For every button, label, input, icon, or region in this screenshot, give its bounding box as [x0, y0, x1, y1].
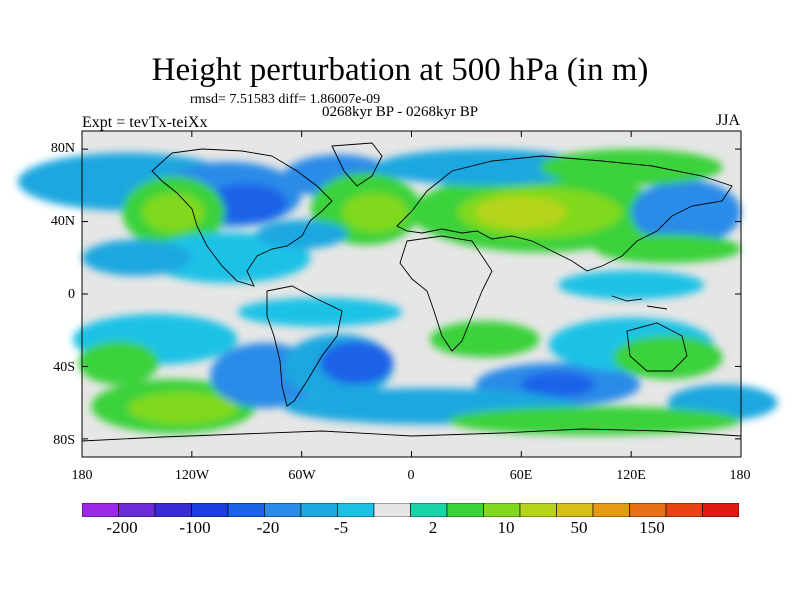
colorbar-swatch	[118, 503, 156, 517]
coast-australia	[626, 322, 688, 372]
contour-region	[142, 192, 205, 233]
colorbar-swatch	[446, 503, 484, 517]
colorbar-label: 2	[428, 518, 438, 537]
season-label: JJA	[716, 112, 741, 129]
colorbar-label: 50	[570, 518, 588, 537]
map-plot	[17, 130, 778, 458]
lon-label-60e: 60E	[509, 468, 533, 483]
contour-region	[374, 149, 595, 186]
colorbar-label: -5	[333, 518, 349, 537]
map-panel	[17, 130, 778, 458]
lon-label-180e: 180	[729, 468, 751, 483]
colorbar-label: 10	[497, 518, 515, 537]
colorbar-swatch	[373, 503, 411, 517]
colorbar-label: 150	[639, 518, 665, 537]
colorbar-swatch	[227, 503, 265, 517]
lat-label-40n: 40N	[50, 214, 75, 229]
contour-region	[78, 341, 159, 385]
colorbar-swatch	[82, 503, 119, 517]
subtitle: 0268kyr BP - 0268kyr BP	[322, 104, 479, 120]
contour-region	[557, 270, 705, 300]
contour-region	[612, 335, 723, 380]
coast-greenland	[331, 142, 383, 187]
colorbar-swatch	[592, 503, 630, 517]
contour-region	[319, 341, 394, 385]
lat-label-0: 0	[68, 287, 75, 302]
colorbar-label: -200	[106, 518, 138, 537]
contour-region	[448, 406, 741, 436]
axis-ticks	[81, 131, 742, 457]
coast-eurasia	[396, 155, 733, 272]
experiment-label: Expt = tevTx-teiXx	[82, 114, 208, 131]
contour-region	[146, 232, 311, 284]
lon-label-0: 0	[407, 468, 415, 483]
contour-region	[594, 234, 741, 264]
coast-south-america	[266, 285, 343, 407]
stats-text: rmsd= 7.51583 diff= 1.86007e-09	[190, 92, 381, 107]
colorbar-swatch	[154, 503, 192, 517]
lon-label-120e: 120E	[616, 468, 646, 483]
colorbar-swatch	[702, 503, 739, 517]
colorbar-swatch	[519, 503, 557, 517]
colorbar-swatch	[410, 503, 448, 517]
plot-title: Height perturbation at 500 hPa (in m)	[151, 52, 649, 88]
colorbar-swatch	[300, 503, 338, 517]
lon-label-180w: 180	[71, 468, 93, 483]
contour-region	[539, 149, 723, 186]
colorbar-swatch	[337, 503, 375, 517]
contour-region	[206, 183, 288, 224]
contour-region	[429, 321, 540, 358]
coast-north-america	[151, 148, 333, 287]
lat-label-80s: 80S	[53, 433, 75, 448]
contour-region	[475, 196, 568, 229]
contour-region	[255, 219, 348, 249]
colorbar-swatch	[556, 503, 594, 517]
lon-label-120w: 120W	[174, 468, 210, 483]
coast-indonesia	[611, 295, 668, 310]
lon-label-60w: 60W	[288, 468, 316, 483]
coast-antarctica	[81, 428, 742, 442]
coastlines	[81, 142, 742, 442]
colorbar-swatch	[264, 503, 302, 517]
colorbar-label: -20	[256, 518, 280, 537]
colorbar	[82, 503, 739, 517]
colorbar-label: -100	[179, 518, 211, 537]
contour-region	[521, 371, 595, 398]
contour-region	[237, 297, 403, 327]
contour-region	[127, 391, 238, 425]
lat-label-40s: 40S	[53, 360, 75, 375]
colorbar-swatch	[629, 503, 667, 517]
colorbar-swatch	[665, 503, 703, 517]
coast-africa	[399, 235, 493, 352]
colorbar-swatch	[191, 503, 229, 517]
contour-region	[341, 192, 408, 233]
lat-label-80n: 80N	[50, 141, 75, 156]
colorbar-swatch	[483, 503, 521, 517]
contour-region	[82, 239, 192, 276]
